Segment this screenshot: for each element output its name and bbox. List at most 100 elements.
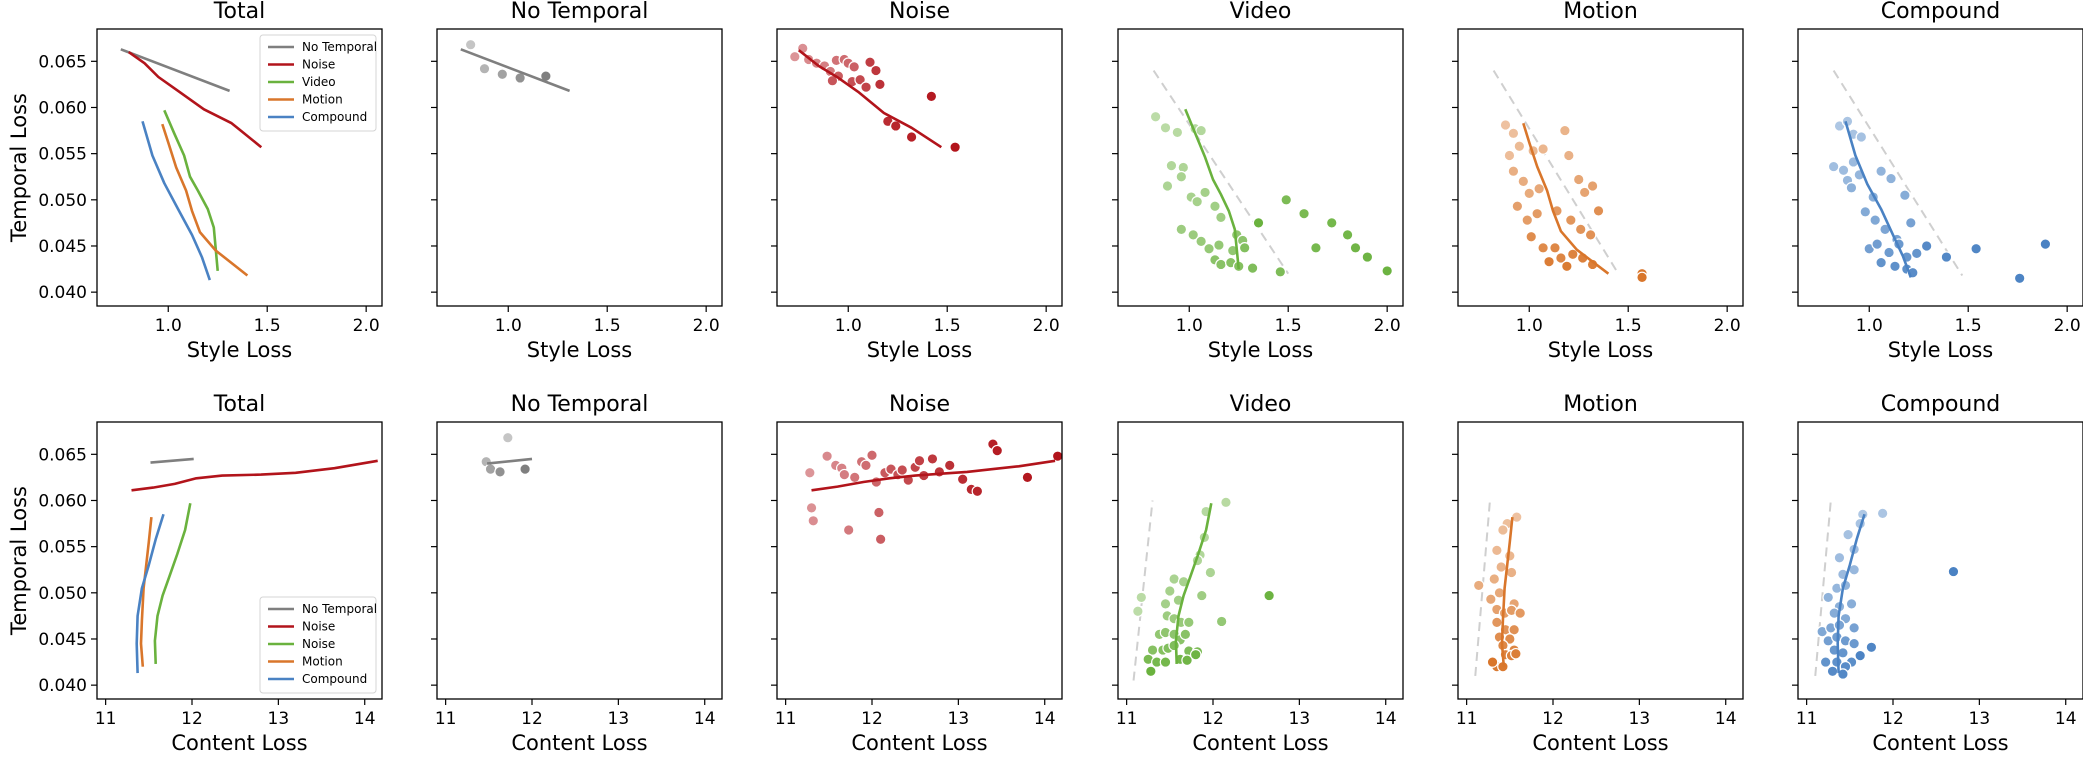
series-line-motion xyxy=(139,516,153,667)
scatter-point-compound xyxy=(1842,528,1854,541)
x-tick-label: 14 xyxy=(2055,709,2077,729)
scatter-point-video xyxy=(1195,124,1207,137)
scatter-point-video xyxy=(1246,262,1259,274)
panel-noise-row1: Noise 1.0 1.5 2.0 Style Loss xyxy=(771,0,1063,362)
legend: No Temporal Noise Noise Motion Compound xyxy=(259,596,377,694)
scatter-point-noise xyxy=(926,453,939,465)
x-axis-label: Content Loss xyxy=(1872,731,2008,755)
scatter-point-video xyxy=(1213,239,1225,251)
y-tick-label: 0.060 xyxy=(38,98,87,118)
scatter-point-compound xyxy=(1848,637,1860,650)
x-tick-label: 1.5 xyxy=(1275,316,1302,336)
panel-video-row2: Video 11 12 13 14 Content Loss xyxy=(1112,392,1404,755)
series-line-motion xyxy=(1522,122,1610,275)
x-tick-label: 12 xyxy=(1882,709,1904,729)
scatter-point-noise xyxy=(896,464,909,476)
x-tick-label: 13 xyxy=(1289,709,1311,729)
scatter-point-video xyxy=(1187,229,1200,241)
scatter-point-no-temporal xyxy=(496,68,509,81)
scatter-point-video xyxy=(1191,195,1203,208)
x-axis-label: Content Loss xyxy=(1532,731,1668,755)
scatter-point-noise xyxy=(848,61,860,73)
scatter-point-motion xyxy=(1566,248,1579,261)
x-axis-label: Content Loss xyxy=(171,731,307,755)
scatter-point-video xyxy=(1263,589,1275,602)
scatter-point-motion xyxy=(1537,143,1549,155)
scatter-point-no-temporal xyxy=(494,466,506,478)
scatter-point-motion xyxy=(1495,561,1507,573)
scatter-point-compound xyxy=(1869,214,1881,226)
scatter-point-motion xyxy=(1578,186,1591,199)
scatter-point-compound xyxy=(1859,206,1872,218)
x-tick-label: 1.0 xyxy=(1516,316,1543,336)
legend-label: Noise xyxy=(302,637,335,651)
scatter-point-noise xyxy=(854,73,866,86)
y-tick-label: 0.045 xyxy=(38,237,87,257)
panel-title: No Temporal xyxy=(511,392,649,417)
series-line-motion xyxy=(1500,516,1514,667)
guide-line xyxy=(1132,500,1154,681)
scatter-point-video xyxy=(1298,207,1310,220)
axes-frame xyxy=(776,28,1063,307)
x-tick-label: 11 xyxy=(775,709,797,729)
x-tick-label: 14 xyxy=(1715,709,1737,729)
scatter-point-video xyxy=(1215,258,1227,271)
scatter-point-motion xyxy=(1543,255,1555,268)
scatter-point-motion xyxy=(1497,524,1509,536)
scatter-point-compound xyxy=(1970,242,1982,255)
axes-frame xyxy=(96,421,383,700)
scatter-point-motion xyxy=(1549,242,1561,254)
series-line-compound xyxy=(1836,513,1866,674)
guide-line xyxy=(1832,70,1964,277)
scatter-point-compound xyxy=(1826,665,1839,678)
scatter-point-noise xyxy=(805,502,818,514)
scatter-point-compound xyxy=(1905,217,1917,229)
scatter-point-video xyxy=(1145,665,1157,678)
x-axis-label: Style Loss xyxy=(527,338,632,362)
x-tick-label: 2.0 xyxy=(1374,316,1401,336)
scatter-point-video xyxy=(1168,639,1180,652)
panel-title: Video xyxy=(1230,0,1292,24)
x-tick-label: 13 xyxy=(268,709,290,729)
axes-frame xyxy=(1117,28,1404,307)
scatter-point-motion xyxy=(1523,187,1536,200)
series-line-video xyxy=(1184,108,1240,270)
scatter-point-motion xyxy=(1510,647,1522,660)
x-tick-label: 1.0 xyxy=(495,316,522,336)
axes-frame xyxy=(1797,421,2083,700)
scatter-point-motion xyxy=(1472,579,1485,592)
scatter-point-noise xyxy=(860,81,872,93)
x-tick-label: 12 xyxy=(181,709,203,729)
panel-no-temporal-row2: No Temporal 11 12 13 14 Content Loss xyxy=(431,392,723,755)
x-tick-label: 14 xyxy=(694,709,716,729)
axes-frame xyxy=(776,421,1063,700)
scatter-point-motion xyxy=(1488,573,1501,585)
scatter-point-compound xyxy=(1848,622,1860,634)
scatter-point-video xyxy=(1175,170,1188,183)
scatter-point-video xyxy=(1349,242,1362,254)
legend-label: Motion xyxy=(302,655,343,669)
scatter-point-noise xyxy=(1051,450,1064,462)
scatter-point-video xyxy=(1177,161,1190,174)
scatter-point-noise xyxy=(821,450,833,462)
legend-label: Noise xyxy=(302,58,335,72)
scatter-point-video xyxy=(1164,585,1176,597)
scatter-point-compound xyxy=(1822,591,1835,604)
scatter-point-noise xyxy=(842,524,855,536)
scatter-point-noise xyxy=(913,454,926,467)
scatter-point-noise xyxy=(848,471,861,484)
scatter-point-motion xyxy=(1537,242,1549,254)
scatter-point-video xyxy=(1149,110,1162,123)
guide-line xyxy=(1814,500,1832,677)
series-line-video xyxy=(1174,503,1213,664)
panel-title: Motion xyxy=(1563,0,1638,24)
legend-label: Compound xyxy=(302,110,367,124)
scatter-point-video xyxy=(1168,573,1180,585)
panel-compound-row1: Compound 1.0 1.5 2.0 Style Loss xyxy=(1792,0,2083,362)
scatter-point-video xyxy=(1252,217,1265,229)
scatter-point-motion xyxy=(1503,149,1516,162)
scatter-point-video xyxy=(1132,605,1144,618)
scatter-point-video xyxy=(1220,496,1232,509)
scatter-point-video xyxy=(1310,242,1322,254)
x-tick-label: 1.5 xyxy=(254,316,281,336)
